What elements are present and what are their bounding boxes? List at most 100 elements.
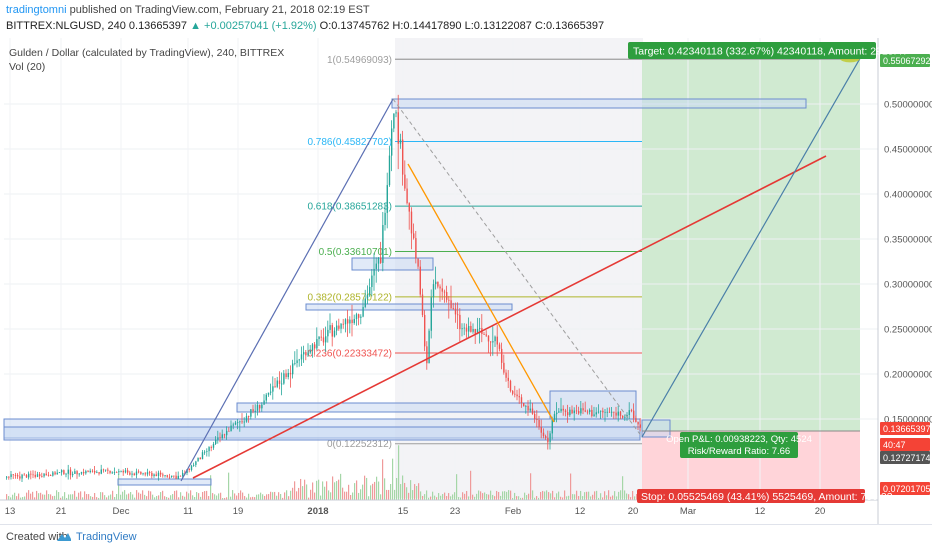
support-zone-mid[interactable] xyxy=(236,402,551,413)
volume-bar xyxy=(472,494,474,500)
candle-body xyxy=(138,471,140,473)
volume-bar xyxy=(224,497,226,500)
volume-bar xyxy=(206,490,208,500)
resistance-zone-top[interactable] xyxy=(391,98,807,109)
candle-body xyxy=(413,233,415,239)
y-tick-label: 0.40000000 xyxy=(884,190,932,201)
volume-bar xyxy=(526,495,528,500)
candle-body xyxy=(608,411,611,413)
candle-body xyxy=(443,291,446,293)
volume-bar xyxy=(60,497,62,500)
volume-bar xyxy=(322,481,324,500)
volume-bar xyxy=(562,497,564,500)
candle-body xyxy=(265,394,267,401)
volume-bar xyxy=(70,494,72,500)
volume-bar xyxy=(90,496,92,500)
volume-bar xyxy=(614,491,616,500)
candle-body xyxy=(639,424,641,428)
volume-bar xyxy=(104,495,106,500)
volume-bar xyxy=(594,491,596,500)
candle-body xyxy=(580,408,582,414)
consolidation-zone[interactable] xyxy=(549,390,637,420)
symbol: BITTREX:NLGUSD, 240 xyxy=(6,20,126,32)
base-zone[interactable] xyxy=(117,478,212,486)
volume-bar xyxy=(596,490,598,500)
volume-bar xyxy=(194,497,196,500)
volume-bar xyxy=(578,496,580,500)
volume-bar xyxy=(202,491,204,500)
pnl-label: Open P&L: 0.00938223, Qty: 4524 xyxy=(666,434,812,445)
candle-body xyxy=(228,430,230,432)
candle-body xyxy=(549,433,551,443)
candle-body xyxy=(78,473,80,475)
projection-line[interactable] xyxy=(641,58,861,438)
volume-bar xyxy=(140,493,142,500)
volume-bar xyxy=(312,482,314,500)
candle-body xyxy=(221,434,223,439)
candle-body xyxy=(287,372,289,378)
candle-body xyxy=(626,415,628,417)
volume-bar xyxy=(358,492,360,500)
candle-body xyxy=(140,471,142,474)
tradingview-link[interactable]: TradingView xyxy=(76,531,137,543)
candle-body xyxy=(190,465,193,470)
support-zone-inner[interactable] xyxy=(3,426,641,441)
candle-body xyxy=(215,439,217,444)
trend-line[interactable] xyxy=(192,155,827,479)
volume-bar xyxy=(162,490,164,500)
candle-body xyxy=(523,403,525,407)
candle-body xyxy=(534,413,536,419)
volume-bar xyxy=(212,493,214,500)
volume-bar xyxy=(376,476,378,500)
volume-bar xyxy=(362,484,364,500)
volume-bar xyxy=(502,491,504,500)
resistance-zone-half[interactable] xyxy=(351,257,434,271)
candle-body xyxy=(331,325,333,337)
candle-body xyxy=(501,348,503,363)
candle-body xyxy=(426,346,428,364)
volume-bar xyxy=(422,495,424,500)
candle-body xyxy=(274,386,276,388)
volume-bar xyxy=(394,489,396,500)
resistance-zone-382[interactable] xyxy=(305,303,513,311)
candle-body xyxy=(254,410,256,412)
volume-bar xyxy=(402,475,404,500)
candle-body xyxy=(472,329,474,332)
candle-body xyxy=(432,284,435,298)
volume-bar xyxy=(396,477,398,500)
candle-body xyxy=(463,327,465,329)
volume-bar xyxy=(338,479,340,500)
author-link[interactable]: tradingtomni xyxy=(6,4,67,16)
downtrend-line[interactable] xyxy=(407,163,555,423)
volume-bar xyxy=(636,494,638,500)
stop-label: Stop: 0.05525469 (43.41%) 5525469, Amoun… xyxy=(641,491,893,503)
volume-bar xyxy=(10,497,12,500)
price-label: 0.55067292 xyxy=(883,56,931,66)
candle-body xyxy=(351,319,353,324)
candle-body xyxy=(333,330,336,337)
candle-body xyxy=(248,416,250,417)
candle-body xyxy=(162,474,164,476)
candle-body xyxy=(498,344,501,349)
candle-body xyxy=(52,472,54,476)
candle-body xyxy=(366,294,369,299)
volume-bar xyxy=(428,497,430,500)
candle-body xyxy=(149,472,151,474)
volume-bar xyxy=(512,497,514,500)
volume-bar xyxy=(232,490,234,500)
candle-body xyxy=(507,377,509,381)
volume-bar xyxy=(30,493,32,500)
volume-bar xyxy=(182,495,184,500)
candle-body xyxy=(276,380,278,387)
candle-body xyxy=(250,409,252,417)
volume-bar xyxy=(412,490,414,500)
volume-bar xyxy=(270,491,272,500)
volume-bar xyxy=(342,487,344,500)
volume-bar xyxy=(130,491,132,500)
fib-anchor-line[interactable] xyxy=(180,98,394,482)
candle-body xyxy=(76,471,78,475)
volume-bar xyxy=(468,496,470,500)
change-up-icon: ▲ xyxy=(190,20,201,32)
candle-body xyxy=(155,474,157,476)
